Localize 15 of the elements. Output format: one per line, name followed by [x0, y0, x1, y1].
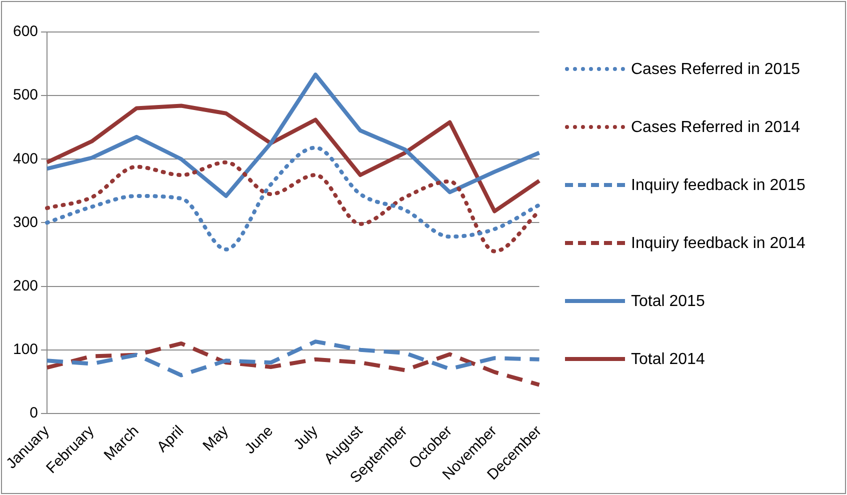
x-tick-label: May — [200, 422, 232, 455]
x-tick-label: July — [290, 422, 322, 454]
y-tick-label: 0 — [30, 404, 38, 422]
legend-label: Cases Referred in 2014 — [631, 118, 801, 138]
y-tick-label: 100 — [12, 340, 38, 358]
legend-label: Cases Referred in 2015 — [631, 60, 801, 80]
y-tick-label: 500 — [12, 86, 38, 104]
legend-label: Inquiry feedback in 2015 — [631, 176, 806, 196]
legend-label: Total 2015 — [631, 292, 706, 312]
y-tick-label: 200 — [12, 277, 38, 294]
y-tick-label: 600 — [12, 23, 38, 40]
legend-label: Total 2014 — [631, 350, 706, 370]
legend-label: Inquiry feedback in 2014 — [631, 234, 806, 254]
y-tick-label: 400 — [12, 150, 38, 168]
y-tick-label: 300 — [12, 214, 38, 231]
